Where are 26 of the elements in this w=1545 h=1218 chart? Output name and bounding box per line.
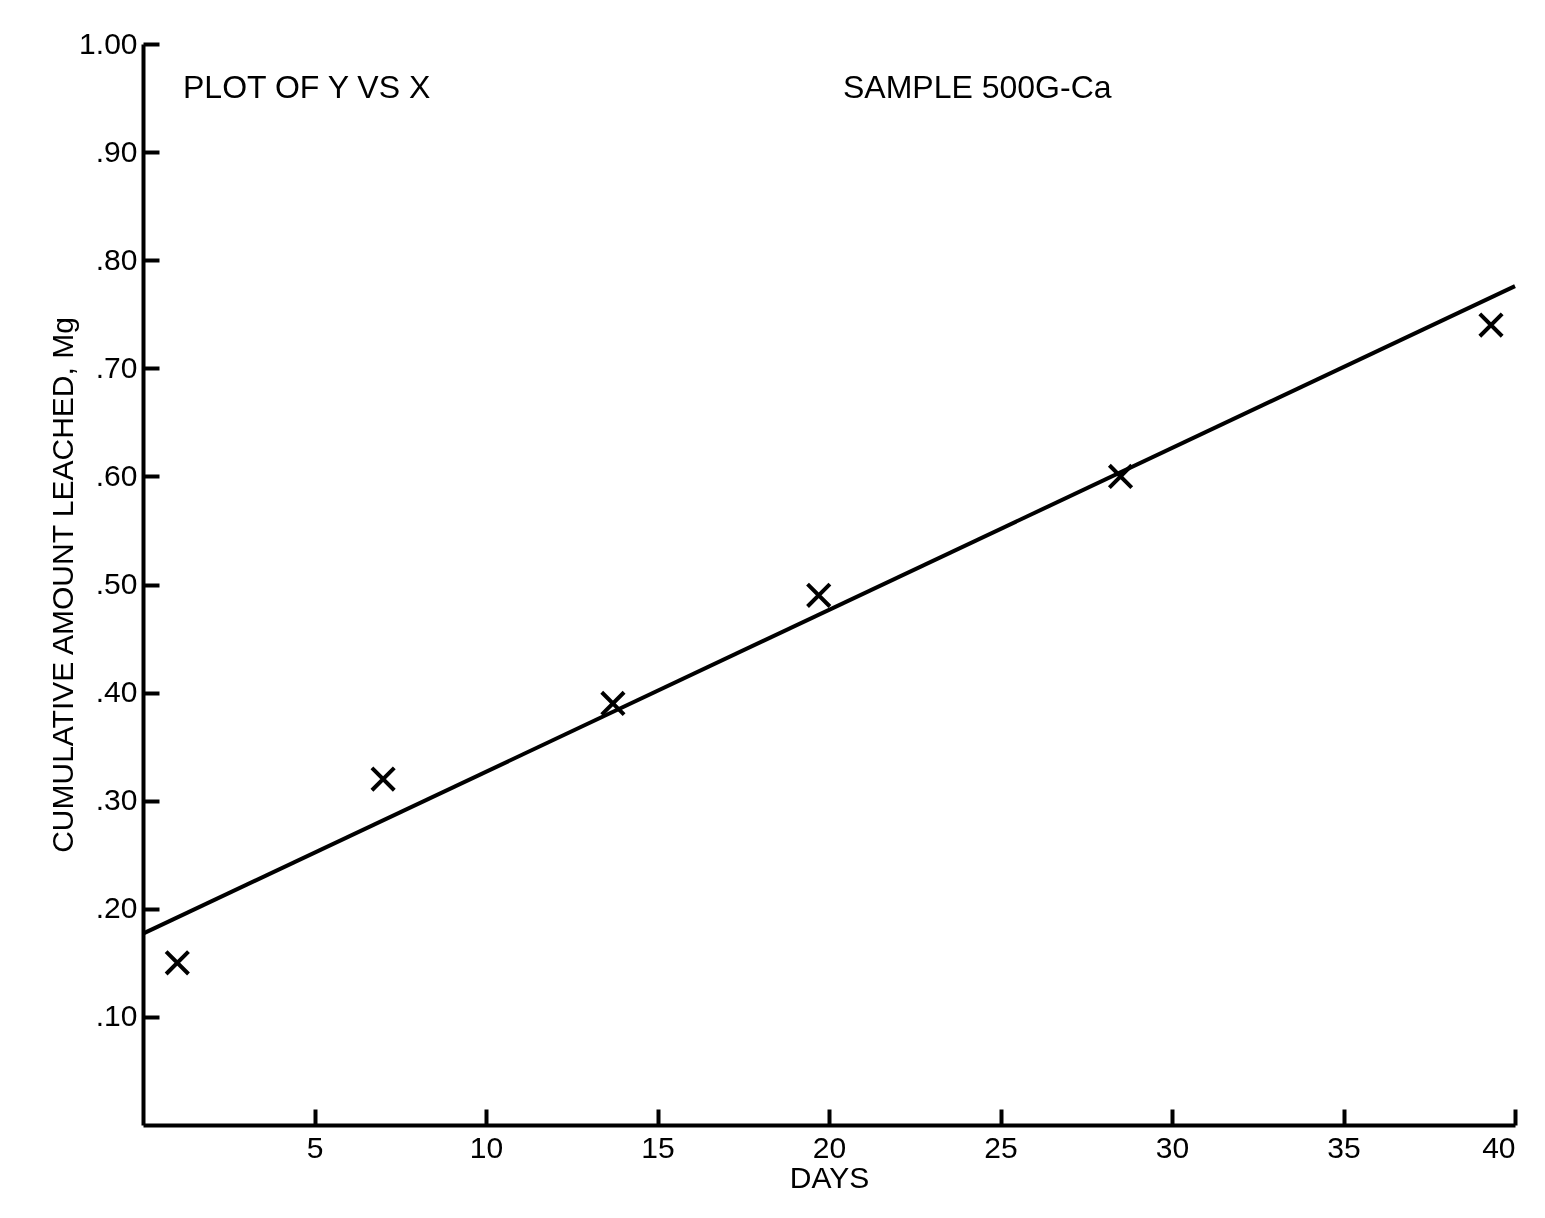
y-tick-label: .10	[95, 999, 138, 1033]
y-tick-label: .30	[95, 783, 138, 817]
x-tick-label: 10	[469, 1130, 504, 1164]
y-axis-title: CUMULATIVE AMOUNT LEACHED, Mg	[46, 317, 80, 853]
y-tick-label: .50	[95, 567, 138, 600]
point	[1477, 311, 1505, 339]
annotation: SAMPLE 500G-Ca	[843, 69, 1112, 105]
point	[164, 949, 191, 977]
point	[805, 582, 832, 609]
point	[599, 690, 627, 717]
y-tick-label: .20	[95, 891, 138, 925]
x-tick-label: 5	[306, 1130, 324, 1164]
y-tick-label: .70	[95, 350, 138, 384]
point	[369, 765, 397, 793]
x-tick-label: 15	[641, 1130, 675, 1164]
y-tick-label: 1.00	[79, 26, 138, 60]
y-tick-label: .90	[95, 134, 138, 168]
x-tick-label: 25	[984, 1130, 1018, 1164]
y-tick-label: .60	[95, 458, 138, 492]
annotation: PLOT OF Y VS X	[183, 69, 431, 105]
y-tick-label: .80	[95, 242, 138, 276]
x-tick-label: 30	[1155, 1130, 1190, 1164]
x-tick-label: 35	[1327, 1130, 1361, 1164]
x-tick-label: 40	[1482, 1130, 1516, 1164]
y-tick-label: .40	[95, 675, 138, 709]
point	[1107, 463, 1134, 490]
